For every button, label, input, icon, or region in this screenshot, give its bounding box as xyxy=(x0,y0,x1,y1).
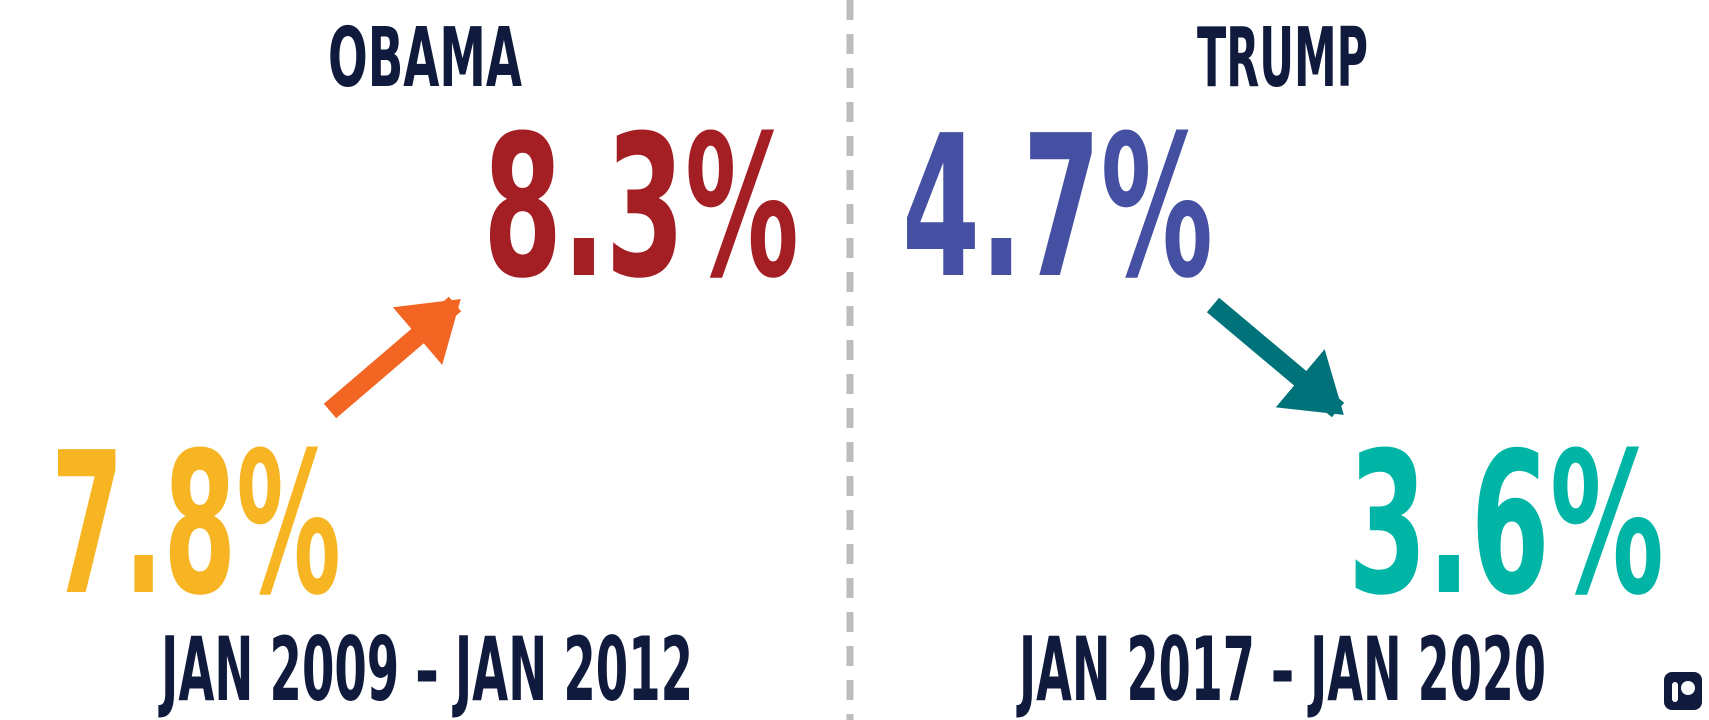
panel-title: OBAMA xyxy=(328,11,522,106)
trend-arrow xyxy=(1206,297,1345,418)
logo xyxy=(1664,672,1702,710)
end-value: 3.6% xyxy=(1348,411,1664,639)
period: JAN 2009 – JAN 2012 xyxy=(158,618,693,720)
start-value: 4.7% xyxy=(902,94,1213,322)
panel-title: TRUMP xyxy=(1197,11,1368,106)
end-value: 8.3% xyxy=(483,94,799,322)
period: JAN 2017 – JAN 2020 xyxy=(1016,618,1546,720)
trend-arrow xyxy=(323,296,462,419)
start-value: 7.8% xyxy=(51,411,341,639)
